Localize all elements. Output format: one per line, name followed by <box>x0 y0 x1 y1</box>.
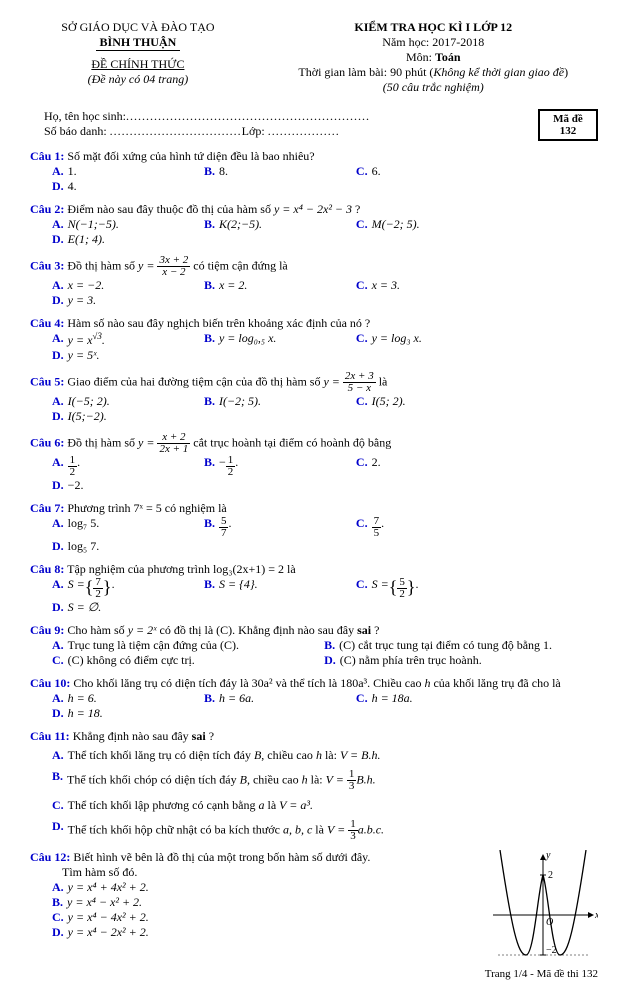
dept: SỞ GIÁO DỤC VÀ ĐÀO TẠO <box>30 20 246 35</box>
question-1: Câu 1: Số mặt đối xứng của hình tứ diện … <box>30 149 598 194</box>
school-year: Năm học: 2017-2018 <box>269 35 598 50</box>
question-4: Câu 4: Hàm số nào sau đây nghịch biến tr… <box>30 316 598 363</box>
info-left: Họ, tên học sinh:.......................… <box>30 109 538 141</box>
page-header: SỞ GIÁO DỤC VÀ ĐÀO TẠO BÌNH THUẬN ĐỀ CHÍ… <box>30 20 598 95</box>
header-left: SỞ GIÁO DỤC VÀ ĐÀO TẠO BÌNH THUẬN ĐỀ CHÍ… <box>30 20 246 95</box>
question-7: Câu 7: Phương trình 7ˣ = 5 có nghiệm là … <box>30 501 598 554</box>
question-11: Câu 11: Khẳng định nào sau đây sai ? A. … <box>30 729 598 842</box>
question-3: Câu 3: Đồ thị hàm số y = 3x + 2x − 2 có … <box>30 255 598 308</box>
question-12: Câu 12: Biết hình vẽ bên là đồ thị của m… <box>30 850 598 964</box>
svg-text:x: x <box>594 910 598 921</box>
time-row: Thời gian làm bài: 90 phút (Không kể thờ… <box>269 65 598 80</box>
question-10: Câu 10: Cho khối lăng trụ có diện tích đ… <box>30 676 598 721</box>
question-count: (50 câu trắc nghiệm) <box>269 80 598 95</box>
question-2: Câu 2: Điểm nào sau đây thuộc đồ thị của… <box>30 202 598 247</box>
question-8: Câu 8: Tập nghiệm của phương trình log₃(… <box>30 562 598 615</box>
exam-title: KIỂM TRA HỌC KÌ I LỚP 12 <box>269 20 598 35</box>
province: BÌNH THUẬN <box>96 35 181 51</box>
info-row: Họ, tên học sinh:.......................… <box>30 109 598 141</box>
subject-row: Môn: Toán <box>269 50 598 65</box>
question-5: Câu 5: Giao điểm của hai đường tiệm cận … <box>30 371 598 424</box>
q12-graph: x y O 2 −2 <box>488 850 598 964</box>
page-footer: Trang 1/4 - Mã đề thi 132 <box>30 968 598 980</box>
question-6: Câu 6: Đồ thị hàm số y = x + 22x + 1 cắt… <box>30 432 598 493</box>
header-right: KIỂM TRA HỌC KÌ I LỚP 12 Năm học: 2017-2… <box>269 20 598 95</box>
student-id: Số báo danh: ...........................… <box>44 124 538 139</box>
question-9: Câu 9: Cho hàm số y = 2ˣ có đồ thị là (C… <box>30 623 598 668</box>
svg-text:y: y <box>545 850 551 861</box>
official: ĐỀ CHÍNH THỨC <box>30 57 246 72</box>
exam-code-box: Mã đề 132 <box>538 109 598 141</box>
student-name: Họ, tên học sinh:.......................… <box>44 109 538 124</box>
svg-text:2: 2 <box>548 870 553 881</box>
pages-note: (Đề này có 04 trang) <box>30 72 246 87</box>
